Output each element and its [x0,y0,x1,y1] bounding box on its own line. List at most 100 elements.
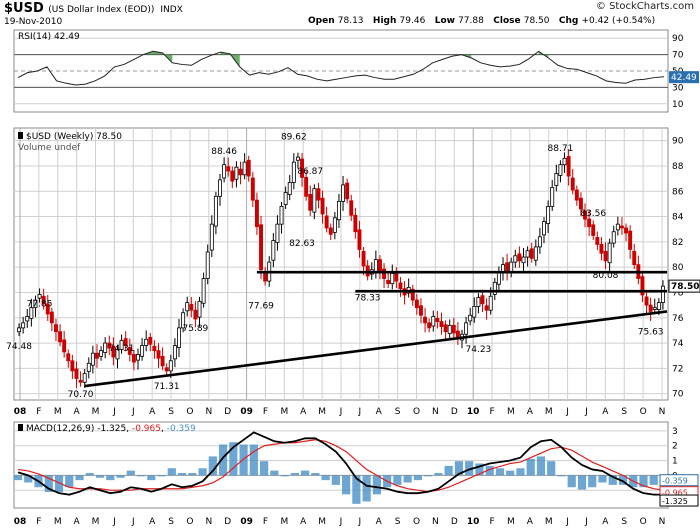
macd-x-tick-label: J [112,517,116,527]
macd-x-tick-label: D [224,517,231,527]
price-candle [574,189,579,201]
low-value: 77.88 [458,16,484,26]
ohlc-summary: Open 78.13 High 79.46 Low 77.88 Close 78… [308,16,655,26]
macd-value-tag [659,494,699,507]
price-tick-label: 84 [672,213,684,223]
macd-histogram-bar [331,475,340,485]
price-candle [336,200,341,221]
price-candle [29,307,34,319]
price-candle [628,230,633,250]
macd-x-tick-label: N [205,517,212,527]
macd-x-tick-label: 10 [467,517,480,527]
rsi-value-tag [669,71,699,84]
price-candle [423,316,428,324]
macd-histogram-bar [198,468,207,476]
price-tick-label: 88 [672,162,684,172]
price-data-label: 88.71 [548,144,574,154]
macd-x-tick-label: J [584,517,588,527]
price-candle [648,304,653,312]
price-tick-label: 90 [672,137,684,147]
price-tick-label: 72 [672,364,683,374]
price-data-label: 74.31 [109,344,135,354]
open-value: 78.13 [337,16,364,26]
price-x-tick-label: O [413,407,420,417]
macd-histogram-bar [270,470,279,476]
macd-histogram-bar [475,463,484,476]
price-candle [279,206,284,225]
price-x-tick-label: J [565,407,569,417]
price-candle [439,321,444,328]
price-candle [254,199,259,228]
price-data-label: 70.70 [68,390,94,400]
macd-histogram-bar [188,473,197,476]
price-data-label: 75.63 [638,327,664,337]
price-x-tick-label: 08 [14,407,27,417]
price-candle [619,225,624,229]
price-candle [66,353,71,362]
macd-x-tick-label: M [318,517,326,527]
macd-histogram-bar [126,470,135,476]
price-candle [558,164,563,176]
macd-histogram-bar [547,461,556,476]
price-candle [583,210,587,220]
price-last-tag-text: 78.50 [671,282,699,292]
price-x-tick-label: A [149,407,156,417]
price-candle [660,285,665,303]
price-candle [328,227,333,235]
macd-x-tick-label: N [659,517,666,527]
price-candle [86,362,91,372]
price-x-tick-label: M [545,407,553,417]
price-candle [587,218,592,228]
price-candle [136,354,140,361]
price-candle [353,214,358,233]
macd-tick-label: 2 [672,442,678,452]
macd-x-tick-label: J [131,517,135,527]
symbol: $USD [4,1,44,16]
price-candle [542,221,546,236]
price-candle [275,223,280,243]
macd-histogram-bar [290,473,299,476]
price-candle [496,271,501,285]
price-candle [427,322,432,329]
price-candle [156,350,161,359]
price-x-tick-label: S [168,407,174,417]
chg-label: Chg [558,16,579,26]
macd-value-tag-text: -0.965 [662,489,688,498]
price-x-tick-label: 09 [240,407,253,417]
chart-date: 19-Nov-2010 [4,17,63,27]
brand-logo[interactable]: © StockCharts.com [595,1,694,12]
price-x-tick-label: M [318,407,326,417]
instrument-name: (US Dollar Index (EOD)) [48,5,155,15]
macd-x-tick-label: A [602,517,609,527]
price-x-tick-label: 10 [467,407,480,417]
price-candle [115,348,120,360]
macd-legend: MACD(12,26,9) -1.325, -0.965, -0.359 [26,424,196,434]
price-candle [533,246,538,261]
price-candle [111,345,116,358]
price-candle [562,157,567,166]
price-candle [414,299,419,309]
price-data-label: 82.63 [289,239,315,249]
price-candle [554,173,559,186]
macd-legend-part: -1.325 [97,424,126,434]
price-candle [78,379,83,383]
macd-histogram-bar [106,475,115,481]
trendline-support-rising [84,310,668,388]
macd-tick-label: 3 [672,427,678,437]
macd-histogram-bar [218,444,228,476]
macd-histogram-bar [577,475,587,490]
rsi-tick-label: 70 [672,51,684,61]
price-candle [283,192,288,205]
price-x-tick-label: F [489,407,494,417]
chart-title: $USD (US Dollar Index (EOD)) INDX [4,1,183,16]
price-candle [168,360,173,372]
price-candle [246,159,251,177]
macd-histogram-bar [649,475,658,485]
price-candle [595,237,600,245]
price-candle [505,262,510,272]
macd-x-tick-label: J [565,517,569,527]
price-candle [33,299,38,309]
price-candle [603,250,608,262]
macd-histogram-bar [362,475,371,502]
macd-histogram-bar [342,475,351,495]
